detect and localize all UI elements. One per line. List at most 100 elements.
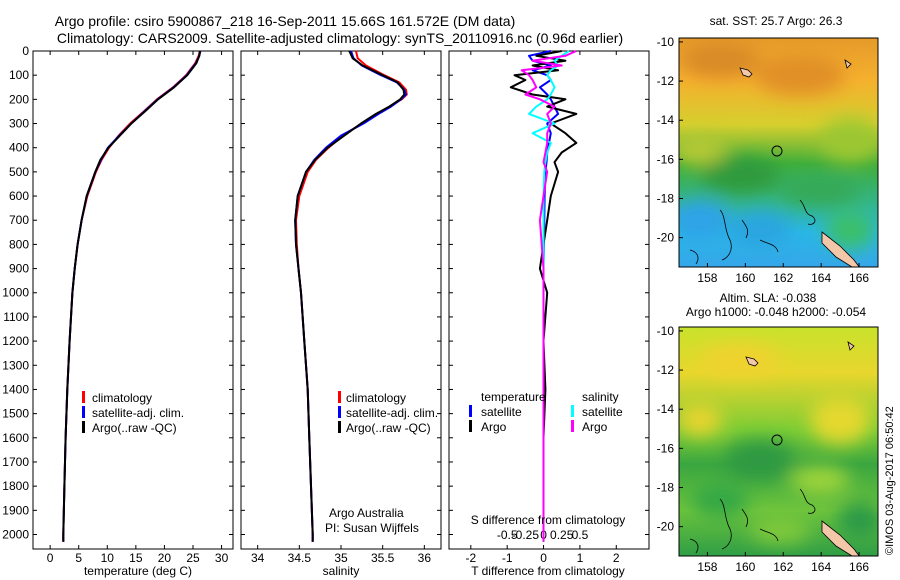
imos-credit: ©IMOS 03-Aug-2017 06:50:42 bbox=[884, 406, 896, 555]
salinity-profiles bbox=[294, 50, 408, 542]
map-y-tick-label: -14 bbox=[657, 113, 675, 127]
salinity-panel: 34 34.5 35 35.5 36 salinity climatology sate… bbox=[240, 50, 442, 578]
depth-tick-label: 400 bbox=[9, 141, 29, 155]
profile-line-argo-raw-qc bbox=[62, 50, 201, 542]
sst-map-title: sat. SST: 25.7 Argo: 26.3 bbox=[710, 14, 843, 28]
map-x-tick-label: 158 bbox=[697, 271, 717, 285]
map-y-tick-label: -12 bbox=[657, 74, 675, 88]
temperature-panel: 0100200300400500600700800900100011001200… bbox=[2, 44, 234, 578]
legend-swatch-climatology bbox=[82, 391, 85, 403]
x-tick-label: 0 bbox=[47, 551, 54, 565]
depth-tick-label: 1100 bbox=[3, 310, 29, 324]
sla-map-title: Altim. SLA: -0.038 bbox=[720, 291, 817, 305]
profile-line-salinity-satellite bbox=[528, 50, 570, 542]
map-y-tick-label: -10 bbox=[657, 35, 675, 49]
depth-tick-label: 1300 bbox=[2, 358, 29, 372]
map-y-tick-label: -14 bbox=[657, 402, 675, 416]
profile-line-satellite-adj-clim bbox=[294, 50, 407, 542]
legend-swatch-temp-argo bbox=[469, 420, 472, 432]
map-x-tick-label: 162 bbox=[773, 271, 793, 285]
profile-line-argo-raw-qc bbox=[294, 50, 406, 542]
map-y-tick-label: -18 bbox=[657, 191, 675, 205]
annotation-argo-australia: Argo Australia bbox=[329, 506, 404, 520]
legend-label-temp-argo: Argo bbox=[481, 420, 507, 434]
x-tick-label: 15 bbox=[129, 551, 143, 565]
difference-legend-salinity: salinity satellite Argo bbox=[571, 390, 623, 434]
depth-tick-label: 1600 bbox=[2, 431, 29, 445]
depth-tick-label: 1700 bbox=[2, 455, 29, 469]
legend-swatch-satellite bbox=[338, 406, 341, 418]
x-tick-label: -2 bbox=[465, 551, 476, 565]
sla-argo-location-marker bbox=[771, 434, 783, 446]
map-x-tick-label: 164 bbox=[811, 560, 831, 574]
difference-profiles bbox=[509, 50, 578, 542]
x-tick-label: 25 bbox=[186, 551, 200, 565]
map-x-tick-label: 164 bbox=[811, 271, 831, 285]
s-tick-label: 0.5 bbox=[572, 528, 589, 542]
x-tick-label: 20 bbox=[158, 551, 172, 565]
depth-tick-label: 800 bbox=[9, 237, 29, 251]
sst-map-coastline-north bbox=[739, 59, 852, 78]
legend-swatch-sal-satellite bbox=[571, 405, 574, 417]
legend-swatch-satellite bbox=[82, 406, 85, 418]
sst-map-axes: 158 160 162 164 166 -10 -12 -14 -16 -18 -20 bbox=[657, 35, 870, 285]
legend-label-argo: Argo(..raw -QC) bbox=[346, 421, 431, 435]
profile-line-satellite-adj-clim bbox=[62, 50, 202, 542]
sla-map-subtitle: Argo h1000: -0.048 h2000: -0.054 bbox=[686, 305, 866, 319]
salinity-legend: climatology satellite-adj. clim. Argo(..… bbox=[338, 391, 438, 435]
map-y-tick-label: -18 bbox=[657, 480, 675, 494]
s-difference-label: S difference from climatology bbox=[471, 513, 626, 527]
depth-tick-label: 0 bbox=[22, 44, 29, 58]
temperature-legend: climatology satellite-adj. clim. Argo(..… bbox=[82, 391, 184, 435]
map-y-tick-label: -16 bbox=[657, 152, 675, 166]
x-tick-label: 35 bbox=[334, 551, 348, 565]
s-tick-label: 0.25 bbox=[550, 528, 574, 542]
sla-map: Altim. SLA: -0.038 Argo h1000: -0.048 h2… bbox=[657, 291, 879, 574]
depth-tick-label: 1900 bbox=[2, 503, 29, 517]
legend-label-satellite: satellite-adj. clim. bbox=[346, 406, 438, 420]
sla-map-coastline-north bbox=[745, 341, 855, 367]
map-y-tick-label: -16 bbox=[657, 441, 675, 455]
legend-swatch-temp-satellite bbox=[469, 405, 472, 417]
t-difference-xlabel: T difference from climatology bbox=[471, 564, 625, 578]
depth-tick-label: 1400 bbox=[2, 382, 29, 396]
sst-argo-location-marker bbox=[771, 145, 783, 157]
sla-map-new-caledonia bbox=[821, 520, 860, 556]
legend-swatch-sal-argo bbox=[571, 420, 574, 432]
legend-label-argo: Argo(..raw -QC) bbox=[92, 421, 177, 435]
depth-tick-label: 200 bbox=[9, 92, 29, 106]
map-x-tick-label: 162 bbox=[773, 560, 793, 574]
salinity-plot-frame bbox=[240, 50, 442, 550]
sst-map: sat. SST: 25.7 Argo: 26.3 158 160 162 164 16… bbox=[657, 14, 879, 285]
salinity-x-axis: 34 34.5 35 35.5 36 bbox=[251, 51, 431, 565]
depth-tick-label: 100 bbox=[9, 68, 29, 82]
depth-tick-label: 300 bbox=[9, 117, 29, 131]
depth-tick-label: 900 bbox=[9, 262, 29, 276]
legend-label-temp-satellite: satellite bbox=[481, 405, 522, 419]
legend-heading-temperature: temperature bbox=[481, 390, 546, 404]
legend-heading-salinity: salinity bbox=[582, 390, 619, 404]
temperature-plot-frame bbox=[32, 50, 234, 550]
sst-map-reef-contours bbox=[689, 199, 816, 265]
map-x-tick-label: 166 bbox=[849, 560, 869, 574]
profile-line-salinity-argo bbox=[520, 50, 577, 542]
s-tick-label: -0.5 bbox=[497, 528, 518, 542]
depth-tick-label: 2000 bbox=[2, 527, 29, 541]
x-tick-label: 10 bbox=[101, 551, 115, 565]
difference-axis-ticks bbox=[449, 50, 649, 535]
s-tick-label: -0.25 bbox=[512, 528, 540, 542]
map-y-tick-label: -12 bbox=[657, 363, 675, 377]
x-tick-label: 35.5 bbox=[371, 551, 395, 565]
difference-x-axis: -2 -1 0 1 2 bbox=[465, 51, 620, 565]
s-difference-tick-labels: -0.5-0.25 0 0.250.5 bbox=[497, 528, 589, 542]
depth-tick-label: 1200 bbox=[2, 334, 29, 348]
header-title-line2: Climatology: CARS2009. Satellite-adjuste… bbox=[57, 30, 623, 46]
header-title-line1: Argo profile: csiro 5900867_218 16-Sep-2… bbox=[55, 13, 516, 29]
sst-map-new-caledonia bbox=[821, 231, 860, 267]
profile-line-climatology bbox=[295, 50, 408, 542]
sla-map-reef-contours bbox=[689, 488, 816, 554]
legend-label-sal-satellite: satellite bbox=[582, 405, 623, 419]
x-tick-label: 34.5 bbox=[288, 551, 312, 565]
map-x-tick-label: 160 bbox=[735, 271, 755, 285]
difference-legend-temperature: temperature satellite Argo bbox=[469, 390, 546, 434]
